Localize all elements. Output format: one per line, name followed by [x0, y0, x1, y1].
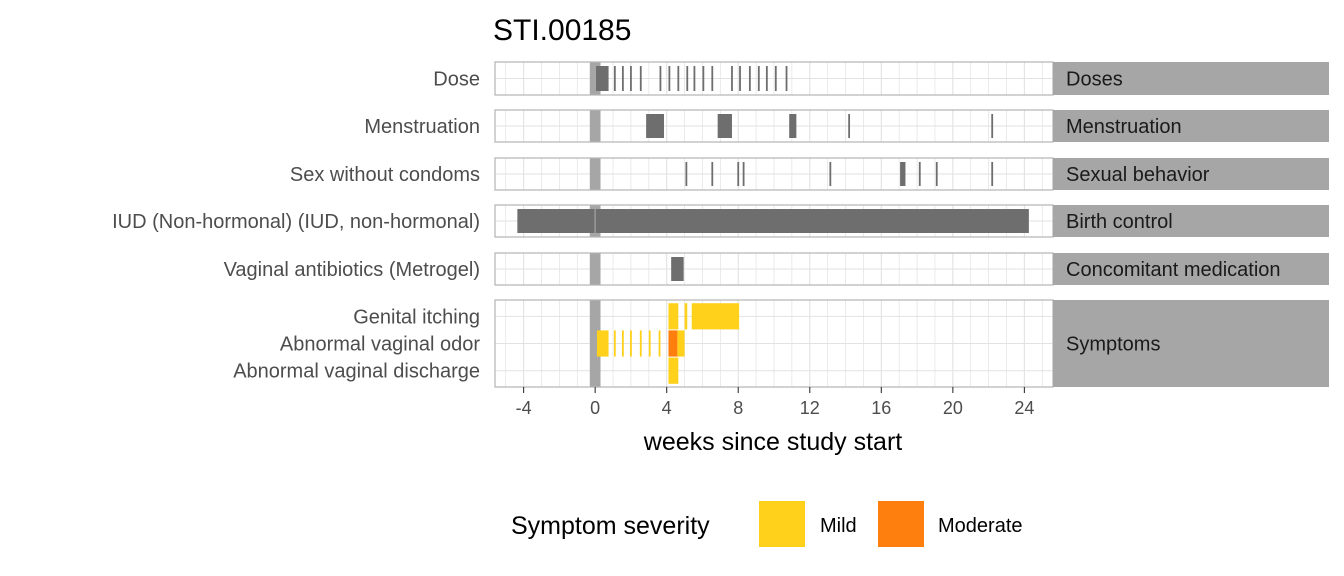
row-label: Abnormal vaginal discharge: [233, 361, 480, 383]
row-label: Abnormal vaginal odor: [280, 334, 480, 356]
event-bar: [711, 66, 713, 91]
event-bar: [686, 66, 688, 91]
event-bar: [739, 66, 741, 91]
legend: Symptom severity Mild Moderate: [511, 501, 1023, 547]
symptom-bar: [622, 330, 624, 356]
event-bar: [614, 66, 616, 91]
symptom-bar: [685, 303, 688, 329]
event-bar: [660, 66, 662, 91]
symptom-bar: [692, 303, 739, 329]
event-bar: [786, 66, 788, 91]
panel-2: Sex without condoms Sexual behavior: [290, 158, 1329, 190]
event-bar: [668, 66, 670, 91]
event-bar: [775, 66, 777, 91]
event-bar: [789, 114, 796, 138]
legend-label-mild: Mild: [820, 515, 857, 537]
x-tick-label: 24: [1014, 398, 1034, 418]
x-tick-label: 0: [590, 398, 600, 418]
event-bar: [646, 114, 664, 138]
chart-title: STI.00185: [493, 14, 631, 47]
study-start-band: [590, 158, 601, 190]
row-label: Vaginal antibiotics (Metrogel): [224, 259, 480, 281]
x-tick-label: 8: [733, 398, 743, 418]
symptom-bar: [614, 330, 616, 356]
event-bar: [737, 162, 739, 186]
event-bar: [749, 66, 751, 91]
event-bar: [731, 66, 733, 91]
study-start-band: [590, 253, 601, 285]
strip-label: Birth control: [1066, 211, 1173, 233]
event-bar: [685, 162, 687, 186]
symptom-bar: [640, 330, 642, 356]
row-label: Genital itching: [353, 306, 480, 328]
x-tick-label: 4: [662, 398, 672, 418]
x-tick-label: 12: [800, 398, 820, 418]
event-bar: [900, 162, 905, 186]
x-axis-title: weeks since study start: [643, 428, 902, 456]
event-bar: [936, 162, 938, 186]
symptom-bar: [649, 330, 651, 356]
strip-label: Concomitant medication: [1066, 259, 1281, 281]
strip-label: Menstruation: [1066, 116, 1182, 138]
event-bar: [596, 66, 609, 91]
row-label: Menstruation: [364, 116, 480, 138]
panels: Dose Doses Menstruation Menstruation Sex wit…: [112, 62, 1329, 387]
panel-5: Genital itching Abnormal vaginal odor Abno…: [233, 300, 1329, 387]
panel-0: Dose Doses: [433, 62, 1329, 95]
x-tick-label: 16: [871, 398, 891, 418]
event-bar: [702, 66, 704, 91]
symptom-bar: [668, 330, 677, 356]
strip-label: Sexual behavior: [1066, 164, 1210, 186]
event-bar: [671, 257, 684, 281]
event-bar: [766, 66, 768, 91]
symptom-bar: [677, 330, 684, 356]
event-bar: [919, 162, 921, 186]
x-axis: -4 0 4 8 12 16 20 24: [516, 387, 1035, 418]
event-bar: [758, 66, 760, 91]
event-bar: [991, 162, 993, 186]
event-bar: [677, 66, 679, 91]
event-bar: [622, 66, 624, 91]
legend-title: Symptom severity: [511, 512, 710, 540]
symptom-bar: [597, 330, 609, 356]
event-bar: [517, 209, 1028, 233]
symptom-bar: [668, 358, 678, 384]
legend-key-mild: [759, 501, 805, 547]
event-bar: [829, 162, 831, 186]
event-bar: [743, 162, 745, 186]
legend-label-moderate: Moderate: [938, 515, 1023, 537]
event-bar: [718, 114, 732, 138]
legend-key-moderate: [878, 501, 924, 547]
strip-label: Symptoms: [1066, 334, 1160, 356]
panel-3: IUD (Non-hormonal) (IUD, non-hormonal) Bi…: [112, 205, 1329, 237]
event-bar: [848, 114, 850, 138]
symptom-bar: [630, 330, 632, 356]
event-bar: [630, 66, 632, 91]
panel-4: Vaginal antibiotics (Metrogel) Concomitan…: [224, 253, 1329, 285]
row-label: Sex without condoms: [290, 164, 480, 186]
event-bar: [991, 114, 993, 138]
event-bar: [640, 66, 642, 91]
row-label: IUD (Non-hormonal) (IUD, non-hormonal): [112, 211, 480, 233]
x-tick-label: -4: [516, 398, 532, 418]
row-label: Dose: [433, 69, 480, 91]
panel-1: Menstruation Menstruation: [364, 110, 1329, 142]
symptom-bar: [668, 303, 678, 329]
strip-label: Doses: [1066, 69, 1123, 91]
x-tick-label: 20: [943, 398, 963, 418]
study-start-band: [590, 110, 601, 142]
event-bar: [694, 66, 696, 91]
symptom-bar: [659, 330, 661, 356]
event-bar: [711, 162, 713, 186]
